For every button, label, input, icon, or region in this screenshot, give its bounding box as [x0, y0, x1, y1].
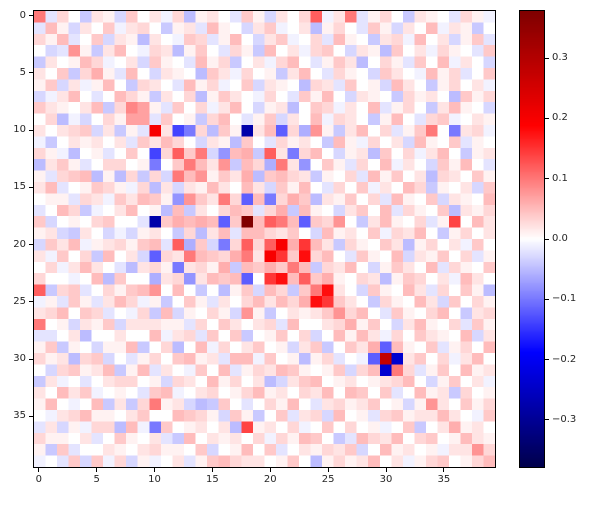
y-tick-label: 25: [13, 295, 26, 307]
colorbar-gradient: [520, 11, 544, 467]
y-tick-mark: [29, 301, 33, 303]
colorbar-tick-mark: [545, 359, 549, 361]
x-tick-label: 0: [35, 474, 42, 485]
x-tick-label: 10: [148, 474, 161, 485]
x-tick-mark: [154, 468, 156, 472]
y-tick-mark: [29, 415, 33, 417]
colorbar-tick-label: 0.0: [552, 233, 568, 244]
colorbar-tick-label: 0.3: [552, 52, 568, 64]
y-tick-mark: [29, 186, 33, 188]
x-tick-mark: [38, 468, 40, 472]
x-tick-mark: [96, 468, 98, 472]
y-tick-label: 15: [13, 181, 26, 193]
colorbar-tick-label: −0.1: [552, 293, 577, 305]
y-tick-label: 0: [19, 9, 26, 21]
colorbar-tick-mark: [545, 238, 549, 240]
colorbar: [519, 10, 545, 468]
y-tick-mark: [29, 358, 33, 360]
x-tick-label: 25: [321, 474, 335, 485]
colorbar-tick-label: −0.2: [552, 353, 577, 365]
y-tick-label: 30: [13, 353, 26, 365]
y-tick-label: 35: [13, 410, 26, 422]
colorbar-tick-mark: [545, 298, 549, 300]
y-tick-label: 5: [19, 66, 26, 78]
colorbar-tick-mark: [545, 419, 549, 421]
colorbar-tick-mark: [545, 57, 549, 59]
y-tick-mark: [29, 244, 33, 246]
x-tick-mark: [385, 468, 387, 472]
x-tick-mark: [269, 468, 271, 472]
x-tick-mark: [443, 468, 445, 472]
y-tick-label: 10: [13, 124, 26, 136]
x-tick-label: 20: [263, 474, 277, 485]
colorbar-tick-label: 0.2: [552, 112, 568, 124]
y-tick-label: 20: [13, 238, 26, 250]
x-tick-mark: [327, 468, 329, 472]
colorbar-tick-mark: [545, 178, 549, 180]
x-tick-label: 35: [437, 474, 451, 485]
y-tick-mark: [29, 72, 33, 74]
x-tick-label: 15: [206, 474, 219, 485]
y-tick-mark: [29, 15, 33, 17]
x-tick-mark: [211, 468, 213, 472]
x-tick-label: 30: [379, 474, 393, 485]
colorbar-tick-label: −0.3: [552, 413, 577, 425]
plot-area: [33, 10, 496, 468]
y-tick-mark: [29, 129, 33, 131]
heatmap-image: [34, 11, 495, 467]
colorbar-tick-mark: [545, 117, 549, 119]
colorbar-tick-label: 0.1: [552, 172, 568, 184]
x-tick-label: 5: [93, 474, 100, 485]
